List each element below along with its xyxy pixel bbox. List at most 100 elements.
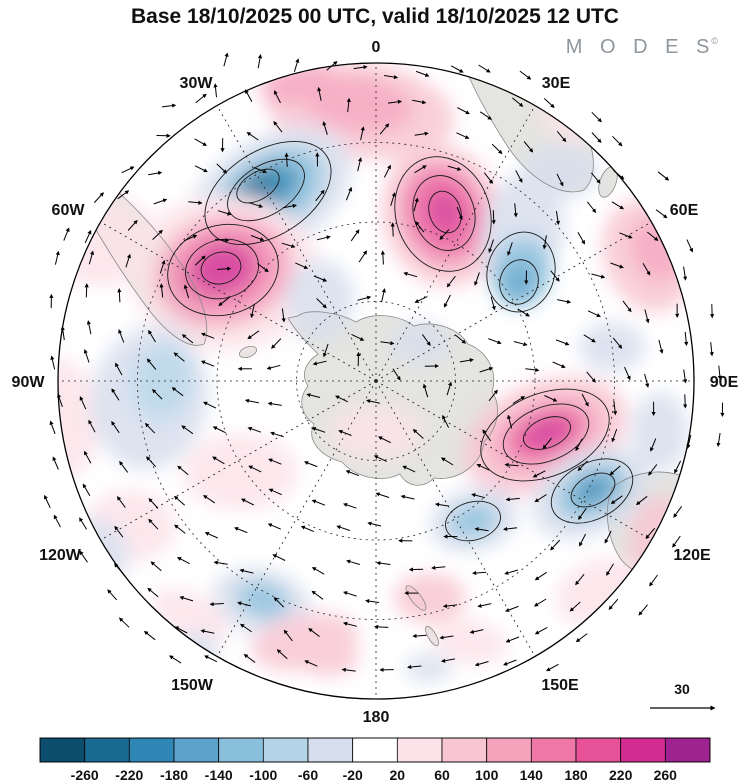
wind-arrow — [281, 308, 286, 323]
colorbar-tick: 100 — [475, 767, 499, 783]
wind-arrow — [479, 111, 493, 120]
anomaly-blob — [286, 260, 354, 340]
wind-arrow — [556, 173, 564, 187]
colorbar-tick: -20 — [343, 767, 363, 783]
wind-arrow — [604, 530, 612, 544]
lon-label-120w: 120W — [39, 547, 82, 564]
wind-arrow — [610, 495, 623, 505]
anomaly-blob — [404, 654, 452, 682]
wind-arrow — [147, 587, 159, 598]
contour-line — [394, 156, 492, 272]
wind-arrow — [591, 273, 606, 279]
wind-arrow — [717, 365, 722, 380]
lon-label-180: 180 — [363, 709, 390, 726]
wind-arrow — [239, 568, 254, 574]
wind-arrow — [491, 143, 503, 155]
wind-arrow — [367, 521, 382, 527]
anomaly-blob — [430, 193, 460, 231]
wind-arrow — [117, 288, 122, 303]
wind-arrow — [476, 464, 490, 471]
wind-arrow — [684, 331, 689, 347]
wind-arrow — [171, 387, 184, 397]
wind-arrow — [439, 635, 454, 640]
wind-arrow — [306, 393, 321, 398]
wind-arrow — [119, 460, 129, 473]
wind-arrow — [200, 360, 215, 367]
wind-arrow — [442, 603, 458, 609]
reference-vector-label: 30 — [674, 681, 690, 697]
wind-arrow — [488, 239, 494, 253]
wind-arrow — [390, 192, 396, 206]
wind-arrow — [247, 426, 262, 433]
wind-arrow — [341, 667, 356, 672]
wind-arrow — [505, 497, 520, 502]
wind-arrow — [121, 166, 135, 174]
wind-arrow — [575, 438, 583, 452]
wind-arrow — [239, 623, 252, 633]
wind-arrow — [579, 533, 587, 547]
contour-line — [185, 238, 259, 300]
wind-arrow — [257, 263, 269, 273]
wind-arrow — [443, 294, 451, 308]
wind-arrow — [504, 569, 519, 575]
wind-arrow — [353, 65, 368, 70]
wind-arrow — [194, 138, 207, 146]
wind-arrow — [351, 333, 365, 341]
wind-arrow — [422, 383, 429, 398]
lon-label-90e: 90E — [710, 374, 739, 391]
colorbar-segment — [307, 737, 354, 763]
wind-arrow — [346, 559, 360, 565]
wind-arrow — [114, 525, 124, 538]
wind-arrow — [88, 250, 95, 265]
wind-arrow — [456, 132, 470, 139]
anomaly-blob — [501, 262, 537, 302]
wind-arrow — [146, 456, 157, 468]
colorbar-tick: -220 — [115, 767, 143, 783]
anomaly-blob — [632, 392, 688, 472]
wind-arrow — [267, 523, 281, 530]
wind-arrow — [608, 598, 619, 610]
wind-arrow — [202, 495, 216, 504]
wind-arrow — [153, 198, 168, 205]
wind-arrow — [148, 170, 163, 176]
wind-arrow — [308, 628, 320, 637]
lon-label-30e: 30E — [542, 75, 571, 92]
wind-arrow — [274, 90, 281, 104]
wind-arrow — [507, 242, 513, 256]
wind-arrow — [107, 589, 118, 601]
wind-arrow — [88, 419, 96, 433]
wind-arrow — [114, 563, 124, 575]
colorbar-segment — [218, 737, 264, 763]
wind-arrow — [477, 603, 492, 608]
wind-arrow — [150, 561, 162, 572]
wind-arrow — [311, 590, 324, 600]
contour-line — [486, 231, 556, 313]
modes-logo-mark: © — [711, 36, 718, 46]
colorbar-segment — [664, 737, 711, 763]
wind-arrow — [365, 399, 381, 404]
wind-arrow — [284, 152, 289, 167]
wind-arrow — [474, 661, 489, 667]
wind-arrow — [490, 296, 496, 311]
wind-arrow — [159, 259, 166, 274]
anomaly-blob — [573, 474, 613, 506]
wind-arrow — [446, 381, 453, 396]
colorbar-tick: 140 — [520, 767, 544, 783]
colorbar-tick: -60 — [298, 767, 318, 783]
wind-arrow — [611, 428, 618, 443]
wind-arrow — [336, 525, 350, 531]
wind-arrow — [673, 506, 683, 518]
wind-arrow — [174, 524, 186, 534]
anomaly-blob — [236, 581, 290, 619]
wind-arrow — [387, 99, 403, 104]
wind-arrow — [550, 270, 560, 282]
wind-arrow — [377, 436, 392, 444]
wind-arrow — [148, 497, 159, 509]
wind-arrow — [266, 364, 281, 370]
wind-arrow — [523, 141, 534, 153]
wind-arrow — [606, 563, 614, 576]
colorbar-segment — [396, 737, 443, 763]
wind-arrow — [345, 470, 360, 477]
